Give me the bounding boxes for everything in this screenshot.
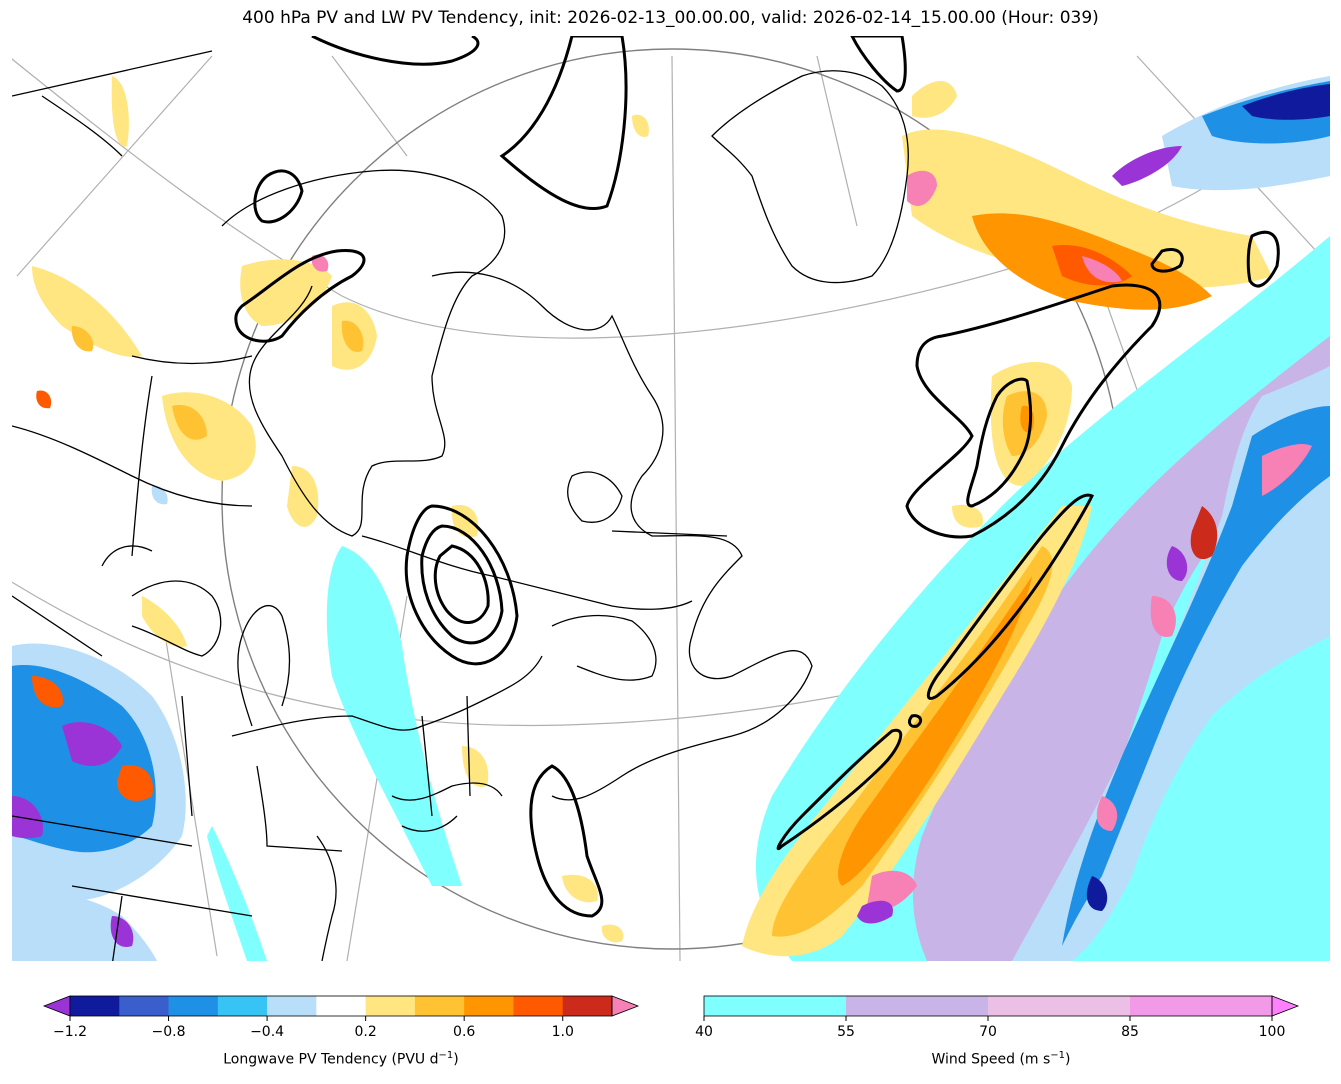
pv-tendency-tick-label: −1.2 xyxy=(53,1024,87,1040)
pv-tendency-over-swatch xyxy=(611,995,640,1017)
map-panel[interactable] xyxy=(12,36,1330,961)
pv-tendency-swatch xyxy=(217,996,268,1016)
pv-tendency-outline xyxy=(69,995,613,1017)
wind-speed-swatch xyxy=(1130,996,1273,1016)
pv-tendency-swatch xyxy=(267,996,317,1016)
pv-tendency-swatch xyxy=(414,996,465,1016)
wind-speed-tick-label: 100 xyxy=(1259,1024,1286,1040)
pv-tendency-swatch xyxy=(70,996,120,1016)
pv-tendency-tick-label: −0.4 xyxy=(250,1024,284,1040)
wind-speed-swatch xyxy=(846,996,989,1016)
pv-tendency-swatch xyxy=(168,996,219,1016)
pv-tendency-swatch xyxy=(119,996,170,1016)
wind-speed-swatch xyxy=(988,996,1131,1016)
wind-speed-colorbar-label: Wind Speed (m s−1) xyxy=(931,1050,1071,1068)
pv-tendency-tick-label: −0.8 xyxy=(152,1024,186,1040)
pv-tendency-under-swatch xyxy=(42,995,71,1017)
pv-tendency-swatch xyxy=(316,996,367,1016)
wind-speed-tick-label: 55 xyxy=(837,1024,855,1040)
pv-tendency-colorbar: −1.2 −0.8 −0.4 0.2 0.6 1.0 xyxy=(42,995,640,1040)
pv-tendency-swatch xyxy=(365,996,416,1016)
wind-speed-over-swatch xyxy=(1271,995,1300,1017)
coastlines-borders xyxy=(12,50,909,961)
pv-tendency-colorbar-label: Longwave PV Tendency (PVU d−1) xyxy=(223,1050,459,1068)
wind-speed-colorbar: 40 55 70 85 100 xyxy=(695,995,1300,1040)
wind-speed-tick-label: 40 xyxy=(695,1024,713,1040)
pv-tendency-swatch xyxy=(562,996,613,1016)
pv-tendency-tick-label: 1.0 xyxy=(552,1024,574,1040)
map-title: 400 hPa PV and LW PV Tendency, init: 202… xyxy=(242,8,1099,28)
pv-tendency-swatch xyxy=(464,996,514,1016)
wind-speed-tick-label: 85 xyxy=(1121,1024,1139,1040)
pv-contours xyxy=(234,36,1280,918)
wind-speed-tick-label: 70 xyxy=(979,1024,997,1040)
wind-speed-swatch xyxy=(704,996,847,1016)
pv-tendency-swatch xyxy=(513,996,564,1016)
pv-tendency-tick-label: 0.6 xyxy=(453,1024,475,1040)
pv-tendency-tick-label: 0.2 xyxy=(355,1024,377,1040)
